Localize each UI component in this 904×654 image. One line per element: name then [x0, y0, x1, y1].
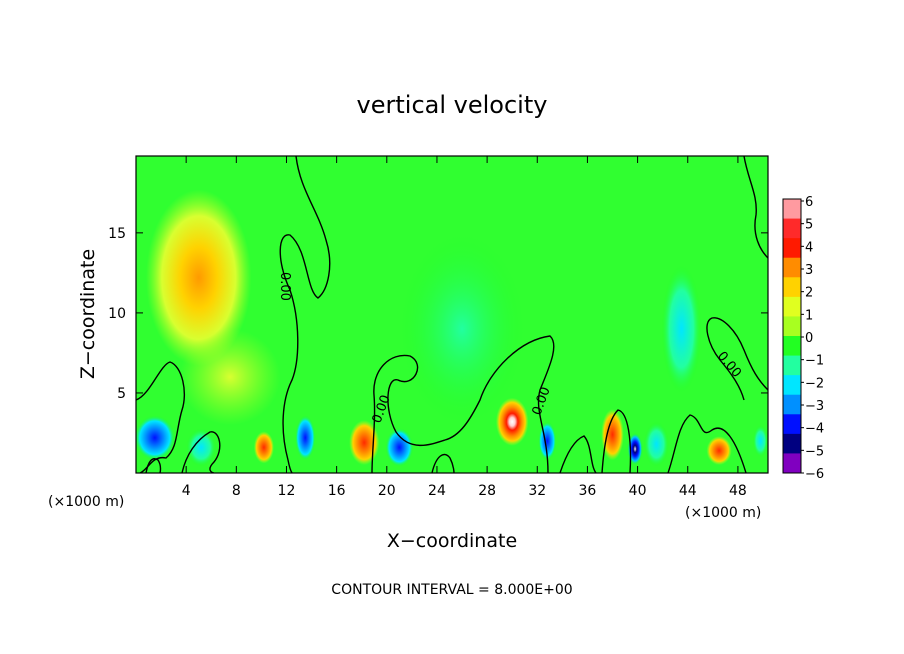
contour-line-4: [181, 431, 221, 473]
contour-line-7: [667, 414, 747, 473]
contour-label-1: 0.00: [277, 272, 292, 301]
contour-line-5: [559, 435, 597, 473]
x-unit-left: (×1000 m): [48, 494, 124, 510]
field-feature-9: [495, 397, 529, 446]
field-feature-17: [752, 424, 768, 457]
colorbar-swatch-9: [783, 355, 801, 376]
colorbar-swatch-10: [783, 375, 801, 396]
zero-contours: [136, 156, 768, 473]
field-feature-15: [661, 264, 702, 393]
colorbar-swatch-8: [783, 336, 801, 357]
colorbar-label-9: −2: [805, 376, 824, 391]
y-tick-label-10: 10: [108, 306, 126, 322]
field-feature-1: [146, 189, 252, 366]
contour-line-6: [601, 409, 632, 473]
y-axis: 5 10 15: [108, 226, 768, 402]
field-feature-3: [136, 415, 175, 461]
contour-interval-note: CONTOUR INTERVAL = 8.000E+00: [331, 582, 572, 598]
x-tick-label-4: 4: [182, 483, 191, 499]
y-tick-label-5: 5: [117, 386, 126, 402]
x-tick-label-28: 28: [478, 483, 496, 499]
colorbar-label-2: 5: [805, 218, 813, 233]
colorbar-swatch-14: [783, 453, 801, 474]
contour-line-8: [706, 317, 768, 401]
colorbar-swatch-13: [783, 433, 801, 454]
colorbar-swatch-5: [783, 277, 801, 298]
colorbar: 6 5 4 3 2 1 0 −1 −2 −3 −4 −5 −6: [782, 195, 824, 482]
colorbar-label-4: 3: [805, 263, 813, 278]
x-tick-label-24: 24: [428, 483, 446, 499]
x-tick-label-12: 12: [278, 483, 296, 499]
chart-title: vertical velocity: [357, 91, 548, 119]
colorbar-label-1: 6: [805, 195, 813, 210]
y-tick-label-15: 15: [108, 226, 126, 242]
colorbar-label-3: 4: [805, 240, 813, 255]
colorbar-swatch-4: [783, 257, 801, 278]
x-tick-label-16: 16: [328, 483, 346, 499]
y-axis-label: Z−coordinate: [77, 249, 99, 379]
plot-frame: [135, 155, 769, 474]
field-feature-5: [253, 431, 274, 464]
x-tick-label-40: 40: [629, 483, 647, 499]
field-feature-14: [643, 421, 669, 467]
x-tick-label-20: 20: [378, 483, 396, 499]
x-tick-label-48: 48: [729, 483, 747, 499]
colorbar-label-6: 1: [805, 308, 813, 323]
field-feature-12: [627, 432, 643, 465]
contour-line-10: [145, 458, 162, 473]
x-tick-label-8: 8: [232, 483, 241, 499]
colorbar-label-13: −6: [805, 467, 824, 482]
contour-line-3: [371, 335, 555, 473]
x-tick-label-44: 44: [679, 483, 697, 499]
colorbar-swatch-12: [783, 414, 801, 435]
field-feature-4: [186, 428, 217, 467]
colorbar-swatch-3: [783, 238, 801, 259]
colorbar-swatch-6: [783, 296, 801, 317]
contour-line-1: [279, 156, 331, 473]
velocity-field: [136, 189, 768, 467]
x-axis: 4 8 12 16 20 24 28 32 36 40 44 48: [182, 156, 747, 499]
colorbar-label-7: 0: [805, 331, 813, 346]
x-axis-label: X−coordinate: [387, 530, 517, 552]
field-feature-11: [601, 408, 624, 461]
plot-area: 0.00 0.00 0.00 0.00: [135, 155, 769, 474]
field-feature-2: [179, 328, 281, 425]
field-feature-6: [295, 415, 316, 461]
colorbar-frame: [782, 198, 802, 474]
field-feature-16: [399, 232, 525, 425]
colorbar-swatch-7: [783, 316, 801, 337]
colorbar-label-8: −1: [805, 354, 824, 369]
colorbar-label-10: −3: [805, 399, 824, 414]
contour-line-9: [743, 156, 768, 259]
x-unit-right: (×1000 m): [685, 505, 761, 521]
colorbar-label-12: −5: [805, 444, 824, 459]
field-feature-7: [349, 420, 380, 465]
colorbar-swatch-1: [783, 199, 801, 220]
field-feature-8: [385, 428, 414, 467]
colorbar-swatch-2: [783, 218, 801, 239]
contour-line-11: [431, 453, 455, 473]
colorbar-swatch-11: [783, 394, 801, 415]
x-tick-label-36: 36: [579, 483, 597, 499]
x-tick-label-32: 32: [528, 483, 546, 499]
colorbar-label-5: 2: [805, 286, 813, 301]
colorbar-label-11: −4: [805, 422, 824, 437]
field-feature-13: [706, 436, 732, 465]
